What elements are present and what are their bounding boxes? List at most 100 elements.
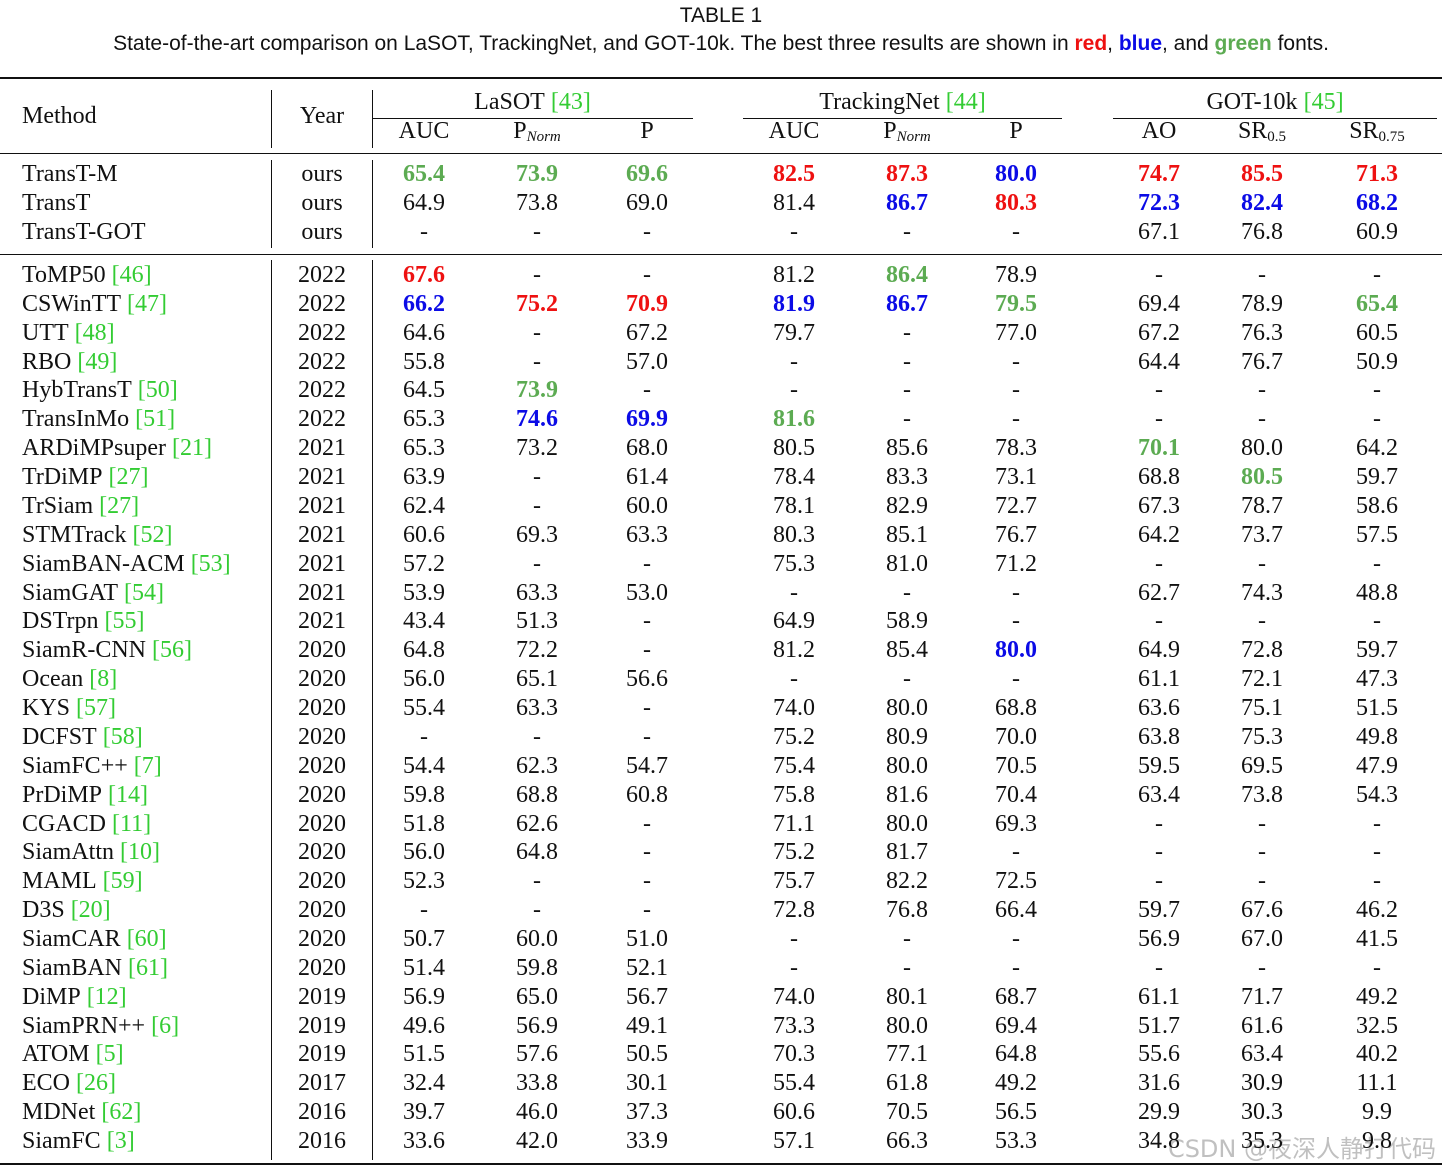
cell: - xyxy=(533,219,541,245)
cell: 69.3 xyxy=(516,521,558,548)
cell: 72.8 xyxy=(773,897,815,924)
cell: - xyxy=(1373,608,1381,635)
method-name: SiamBAN xyxy=(22,954,123,981)
cell: - xyxy=(420,723,428,750)
method-name: SiamGAT xyxy=(22,579,118,606)
method-name: RBO xyxy=(22,348,72,375)
year-cell: 2020 xyxy=(298,723,346,750)
cell: - xyxy=(1012,579,1020,606)
cell: 34.8 xyxy=(1138,1128,1180,1155)
cell: 80.0 xyxy=(886,810,928,837)
citation: [56] xyxy=(152,637,192,664)
cell: 72.5 xyxy=(995,868,1037,895)
cell: 32.5 xyxy=(1356,1012,1398,1039)
cell: - xyxy=(643,695,651,722)
year-cell: 2022 xyxy=(298,377,346,404)
year-header: Year xyxy=(299,103,345,129)
cell: 56.9 xyxy=(1138,926,1180,952)
highlighted-cell: 74.6 xyxy=(516,406,558,433)
cell: 43.4 xyxy=(403,608,445,635)
cell: 63.3 xyxy=(626,521,668,548)
cell: - xyxy=(643,377,651,404)
cell: 75.3 xyxy=(1241,723,1283,750)
year-cell: 2020 xyxy=(298,666,346,693)
v-rule xyxy=(372,90,373,148)
cell: - xyxy=(1258,550,1266,577)
method-cell: ToMP50 [46] xyxy=(22,260,152,290)
cell: 80.1 xyxy=(886,983,928,1010)
caption-segment: , xyxy=(1107,32,1119,55)
highlighted-cell: 81.9 xyxy=(773,290,815,317)
cell: 39.7 xyxy=(403,1099,445,1126)
method-name: TrSiam xyxy=(22,492,94,519)
method-cell: DSTrpn [55] xyxy=(22,606,144,636)
citation: [51] xyxy=(135,406,176,433)
citation: [20] xyxy=(70,897,111,924)
cell: 37.3 xyxy=(626,1099,668,1126)
cell: 55.6 xyxy=(1138,1041,1180,1068)
highlighted-cell: 80.5 xyxy=(1241,464,1283,491)
group-underline xyxy=(743,118,1062,119)
method-name: ToMP50 xyxy=(22,262,106,288)
citation: [58] xyxy=(102,723,143,750)
cell: - xyxy=(1373,810,1381,837)
caption-segment: , and xyxy=(1162,32,1215,55)
group-header: TrackingNet [44] xyxy=(819,87,985,117)
method-cell: TransT-M xyxy=(22,159,118,189)
group-ref: [44] xyxy=(945,89,986,115)
cell: 75.2 xyxy=(773,839,815,866)
cell: 30.3 xyxy=(1241,1099,1283,1126)
year-cell: 2020 xyxy=(298,695,346,722)
citation: [48] xyxy=(74,319,115,346)
cell: 81.6 xyxy=(886,781,928,808)
cell: - xyxy=(533,348,541,375)
cell: 65.3 xyxy=(403,406,445,433)
cell: - xyxy=(790,377,798,404)
cell: 70.4 xyxy=(995,781,1037,808)
cell: - xyxy=(1373,550,1381,577)
cell: - xyxy=(643,897,651,924)
caption-segment: green xyxy=(1214,32,1272,55)
method-cell: DCFST [58] xyxy=(22,722,143,752)
cell: 63.3 xyxy=(516,695,558,722)
cell: - xyxy=(1258,377,1266,404)
column-sub: Norm xyxy=(526,129,561,145)
cell: 62.6 xyxy=(516,810,558,837)
highlighted-cell: 68.2 xyxy=(1356,190,1398,216)
cell: 63.6 xyxy=(1138,695,1180,722)
citation: [6] xyxy=(151,1012,180,1039)
cell: 51.5 xyxy=(1356,695,1398,722)
cell: - xyxy=(1155,550,1163,577)
cell: 57.2 xyxy=(403,550,445,577)
cell: 60.9 xyxy=(1356,219,1398,245)
cell: 81.2 xyxy=(773,637,815,664)
cell: 70.5 xyxy=(886,1099,928,1126)
cell: - xyxy=(1012,219,1020,245)
cell: 48.8 xyxy=(1356,579,1398,606)
column-main: AUC xyxy=(768,118,820,144)
group-name: TrackingNet xyxy=(819,89,940,115)
caption-segment: blue xyxy=(1118,32,1162,55)
method-name: TransT xyxy=(22,190,91,216)
method-name: MDNet xyxy=(22,1099,96,1126)
caption: State-of-the-art comparison on LaSOT, Tr… xyxy=(0,32,1442,56)
cell: 49.2 xyxy=(1356,983,1398,1010)
year-cell: 2017 xyxy=(298,1070,346,1097)
method-cell: HybTransT [50] xyxy=(22,375,178,405)
cell: 75.2 xyxy=(773,723,815,750)
method-cell: CGACD [11] xyxy=(22,809,151,839)
cell: 51.0 xyxy=(626,926,668,952)
cell: 77.0 xyxy=(995,319,1037,346)
highlighted-cell: 73.9 xyxy=(516,161,558,187)
citation: [27] xyxy=(99,492,140,519)
cell: - xyxy=(1155,262,1163,288)
year-cell: 2021 xyxy=(298,579,346,606)
cell: 73.1 xyxy=(995,464,1037,491)
method-name: TransT-M xyxy=(22,161,118,187)
cell: 77.1 xyxy=(886,1041,928,1068)
cell: 53.3 xyxy=(995,1128,1037,1155)
cell: 73.8 xyxy=(516,190,558,216)
cell: 55.4 xyxy=(403,695,445,722)
cell: - xyxy=(1373,839,1381,866)
cell: - xyxy=(1258,954,1266,981)
